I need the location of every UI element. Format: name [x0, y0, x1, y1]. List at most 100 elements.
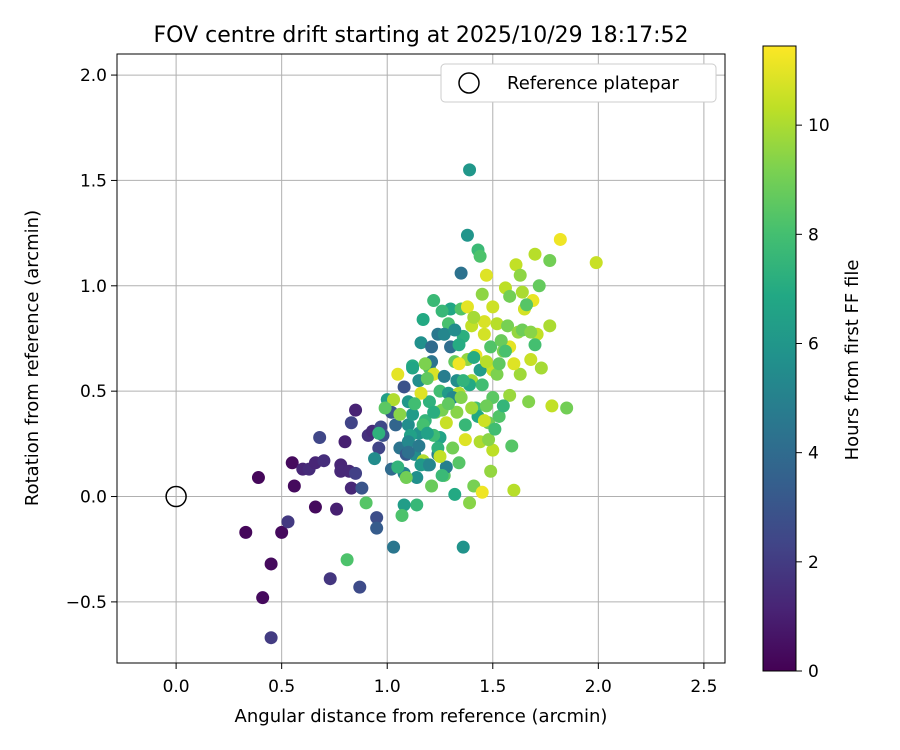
colorbar-label: Hours from first FF file [842, 260, 863, 461]
data-point [330, 502, 344, 516]
data-point [452, 338, 466, 352]
data-point [477, 327, 491, 341]
data-point [553, 232, 567, 246]
data-point [503, 289, 517, 303]
x-axis-ticks: 0.0 0.5 1.0 1.5 2.0 2.5 [163, 663, 717, 697]
colorbar-tick-label: 4 [808, 444, 819, 464]
data-point [460, 228, 474, 242]
reference-marker [165, 485, 187, 508]
data-point [401, 435, 415, 449]
data-point [454, 266, 468, 280]
data-point [422, 458, 436, 472]
data-point [408, 397, 422, 411]
y-tick-label: 0.5 [80, 382, 107, 402]
y-tick-label: 1.0 [80, 277, 107, 297]
data-point [543, 254, 557, 268]
data-point [456, 374, 470, 388]
data-point [313, 431, 327, 445]
data-point [420, 372, 434, 386]
data-point [406, 361, 420, 375]
data-point [524, 353, 538, 367]
x-tick-label: 2.5 [690, 677, 717, 697]
data-point [456, 540, 470, 554]
data-point [503, 388, 517, 402]
data-point [528, 247, 542, 261]
plot-background [117, 54, 725, 663]
data-point [391, 460, 405, 474]
data-point [477, 315, 491, 329]
data-point [490, 367, 504, 381]
colorbar-gradient [762, 45, 797, 672]
colorbar-ticks: 0 2 4 6 8 10 [796, 116, 830, 682]
data-point [488, 422, 502, 436]
data-point [412, 439, 426, 453]
data-point [435, 468, 449, 482]
data-point [507, 357, 521, 371]
data-point [435, 304, 449, 318]
chart-title: FOV centre drift starting at 2025/10/29 … [154, 23, 689, 48]
data-point [418, 357, 432, 371]
data-point [441, 397, 455, 411]
data-point [494, 334, 508, 348]
data-point [414, 336, 428, 350]
data-point [397, 498, 411, 512]
data-point [427, 294, 441, 308]
data-point [482, 433, 496, 447]
data-point [486, 300, 500, 314]
y-axis-ticks: −0.5 0.0 0.5 1.0 1.5 2.0 [66, 66, 117, 613]
data-point [251, 471, 265, 485]
data-point [452, 357, 466, 371]
x-tick-label: 2.0 [585, 677, 612, 697]
data-point [414, 386, 428, 400]
data-point [439, 416, 453, 430]
data-point [433, 449, 447, 463]
data-point [256, 591, 270, 605]
data-point [560, 401, 574, 415]
data-point [416, 313, 430, 327]
scatter-points [239, 163, 603, 645]
data-point [401, 445, 415, 459]
data-point [534, 361, 548, 375]
data-point [477, 414, 491, 428]
data-point [344, 416, 358, 430]
data-point [422, 395, 436, 409]
data-point [448, 487, 462, 501]
data-point [524, 325, 538, 339]
data-point [543, 319, 557, 333]
data-point [479, 399, 493, 413]
data-point [349, 466, 363, 480]
data-point [349, 403, 363, 417]
data-point [484, 464, 498, 478]
data-point [395, 508, 409, 522]
data-point [359, 496, 373, 510]
data-point [410, 498, 424, 512]
colorbar-tick-label: 2 [808, 553, 819, 573]
data-point [275, 525, 289, 539]
legend-marker-reference [458, 72, 480, 94]
data-point [522, 395, 536, 409]
data-point [484, 340, 498, 354]
data-point [427, 405, 441, 419]
data-point [372, 441, 386, 455]
data-point [505, 439, 519, 453]
data-point [340, 553, 354, 567]
data-point [338, 435, 352, 449]
data-point [465, 401, 479, 415]
data-point [264, 557, 278, 571]
data-point [410, 471, 424, 485]
data-point [498, 344, 512, 358]
y-tick-label: 0.0 [80, 488, 107, 508]
x-tick-label: 0.5 [268, 677, 295, 697]
data-point [401, 418, 415, 432]
plot-frame [116, 53, 726, 664]
data-point [467, 310, 481, 324]
colorbar: 0 2 4 6 8 10 Hours from first FF file [762, 45, 863, 682]
data-point [397, 380, 411, 394]
data-point [589, 256, 603, 270]
y-tick-label: 1.5 [80, 171, 107, 191]
data-point [490, 317, 504, 331]
data-point [368, 452, 382, 466]
data-point [545, 399, 559, 413]
y-tick-label: −0.5 [66, 593, 107, 613]
data-point [389, 418, 403, 432]
